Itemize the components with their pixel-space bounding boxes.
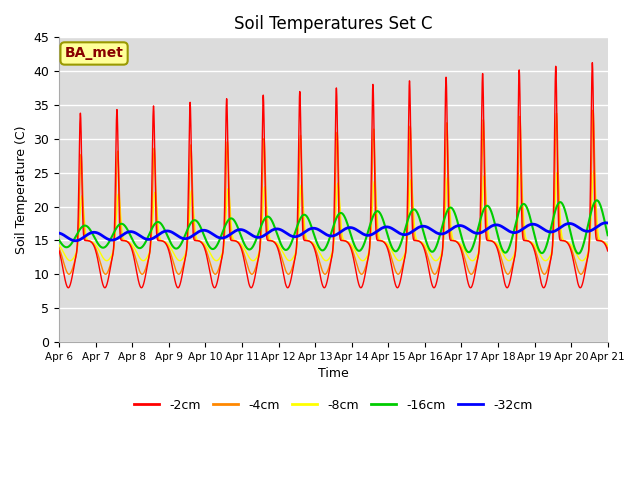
X-axis label: Time: Time: [318, 367, 349, 380]
Legend: -2cm, -4cm, -8cm, -16cm, -32cm: -2cm, -4cm, -8cm, -16cm, -32cm: [129, 394, 538, 417]
Title: Soil Temperatures Set C: Soil Temperatures Set C: [234, 15, 433, 33]
Text: BA_met: BA_met: [65, 47, 124, 60]
Y-axis label: Soil Temperature (C): Soil Temperature (C): [15, 125, 28, 254]
